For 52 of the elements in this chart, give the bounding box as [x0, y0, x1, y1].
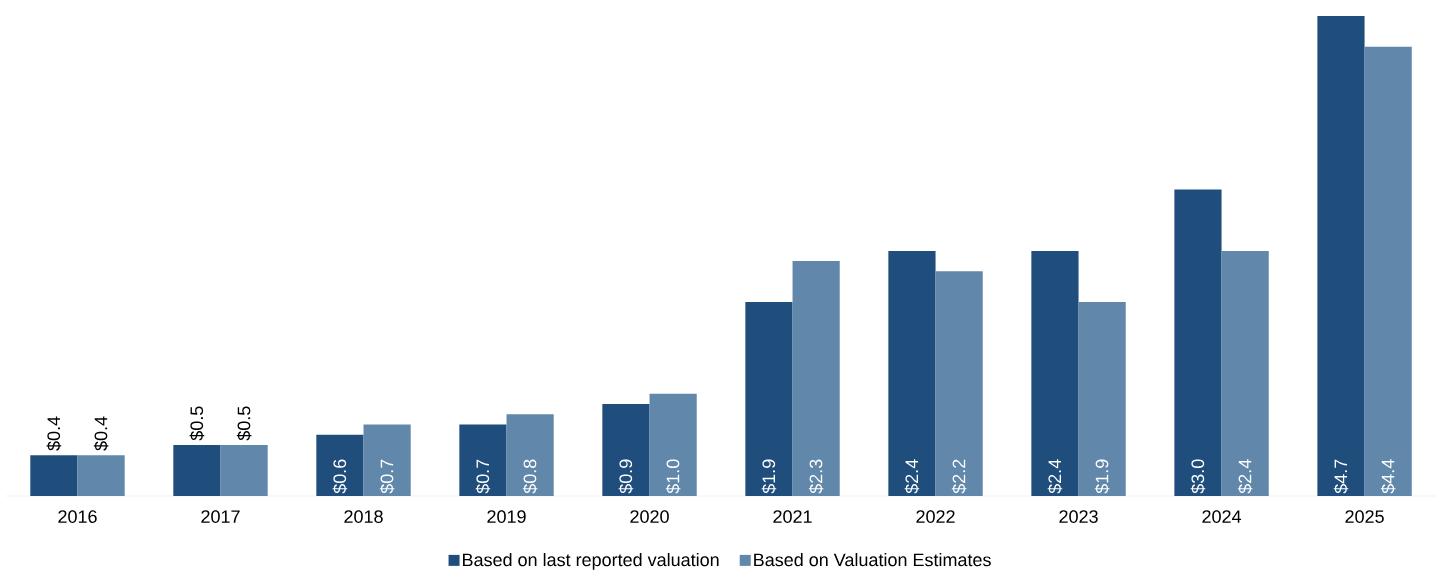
data-label: $0.9	[618, 459, 634, 494]
x-tick-label: 2016	[58, 510, 97, 523]
data-label: $0.4	[46, 416, 62, 451]
x-tick-label: 2025	[1345, 510, 1384, 523]
bar	[1078, 301, 1126, 496]
data-label: $4.4	[1380, 459, 1396, 494]
x-tick-label: 2020	[630, 510, 669, 523]
bar	[30, 455, 78, 496]
bar	[506, 414, 554, 496]
data-label: $2.3	[808, 459, 824, 494]
legend-label: Based on Valuation Estimates	[754, 553, 991, 567]
legend-label: Based on last reported valuation	[463, 553, 719, 570]
data-label: $0.7	[379, 459, 395, 494]
data-label: $2.2	[951, 459, 967, 494]
x-tick-label: 2021	[773, 510, 812, 523]
bar	[1031, 250, 1079, 496]
x-tick-label: 2023	[1059, 510, 1098, 523]
bar	[935, 271, 983, 496]
data-label: $2.4	[904, 459, 920, 494]
data-label: $3.0	[1190, 459, 1206, 494]
bar	[316, 434, 364, 496]
bar	[1174, 189, 1222, 496]
x-tick-label: 2022	[916, 510, 955, 523]
data-label: $4.7	[1333, 459, 1349, 494]
x-tick-label: 2019	[487, 510, 526, 523]
bar	[649, 393, 697, 496]
data-label: $2.4	[1237, 459, 1253, 494]
x-tick-label: 2024	[1202, 510, 1242, 523]
bar	[888, 250, 936, 496]
data-label: $2.4	[1047, 459, 1063, 494]
data-label: $1.0	[665, 459, 681, 494]
bar	[77, 455, 125, 496]
bar	[220, 444, 268, 496]
bar	[363, 424, 411, 496]
x-tick-label: 2017	[201, 510, 240, 523]
x-tick-label: 2018	[344, 510, 383, 523]
bar	[1221, 250, 1269, 496]
data-label: $0.7	[475, 459, 491, 494]
data-label: $0.5	[236, 406, 252, 441]
bar	[173, 444, 221, 496]
data-label: $0.5	[189, 406, 205, 441]
data-label: $0.8	[522, 459, 538, 494]
bar	[1364, 46, 1412, 496]
bar	[1317, 16, 1365, 496]
bar	[459, 424, 507, 496]
data-label: $0.6	[332, 459, 348, 494]
data-label: $1.9	[1094, 459, 1110, 494]
bar	[745, 301, 793, 496]
bar	[602, 404, 650, 496]
data-label: $1.9	[761, 459, 777, 494]
data-label: $0.4	[93, 416, 109, 451]
bar	[792, 261, 840, 496]
